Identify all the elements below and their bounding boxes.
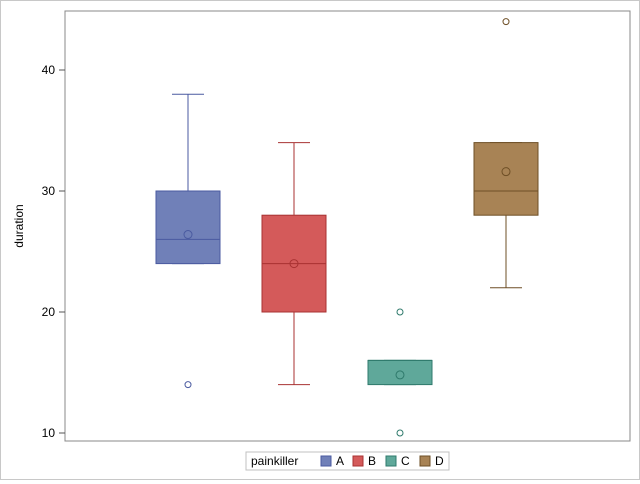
y-tick-label-40: 40 xyxy=(42,63,56,77)
box-group-B xyxy=(261,142,327,386)
y-axis-label: duration xyxy=(12,204,26,247)
legend-items: A B C D xyxy=(320,454,444,468)
mean-marker-A xyxy=(183,230,193,240)
legend-label-D: D xyxy=(435,454,444,468)
outlier-A-0 xyxy=(184,381,192,389)
y-axis: 10 20 30 40 xyxy=(42,63,65,440)
outlier-C-1 xyxy=(396,429,404,437)
box-group-D xyxy=(473,18,539,289)
y-tick-label-10: 10 xyxy=(42,426,56,440)
legend-swatch-A xyxy=(320,455,332,467)
box-groups xyxy=(155,18,539,437)
mean-marker-B xyxy=(289,259,299,269)
legend-label-B: B xyxy=(368,454,376,468)
box-D xyxy=(473,142,539,216)
legend-label-C: C xyxy=(401,454,410,468)
box-group-A xyxy=(155,93,221,389)
plot-area xyxy=(64,10,631,442)
outlier-C-0 xyxy=(396,308,404,316)
legend-label-A: A xyxy=(336,454,344,468)
y-tick-label-20: 20 xyxy=(42,305,56,319)
legend-swatch-B xyxy=(352,455,364,467)
legend-swatch-C xyxy=(385,455,397,467)
outlier-D-0 xyxy=(502,18,510,26)
y-tick-label-30: 30 xyxy=(42,184,56,198)
legend-swatch-D xyxy=(419,455,431,467)
box-A xyxy=(155,190,221,265)
box-C xyxy=(367,359,433,386)
mean-marker-D xyxy=(501,167,511,177)
legend: painkiller A B C D xyxy=(245,451,450,471)
legend-title: painkiller xyxy=(251,454,298,468)
mean-marker-C xyxy=(395,370,405,380)
box-group-C xyxy=(367,308,433,437)
legend-frame xyxy=(245,451,450,471)
